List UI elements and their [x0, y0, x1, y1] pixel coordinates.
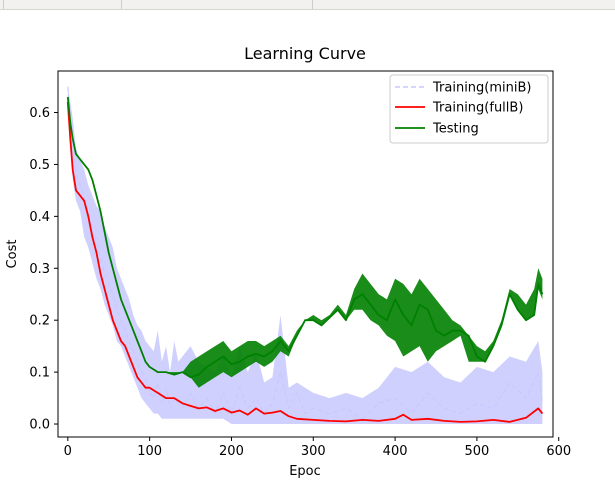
legend-label-training-minib: Training(miniB)	[432, 81, 531, 96]
y-tick-label: 0.1	[29, 366, 50, 381]
y-tick-label: 0.6	[29, 106, 50, 121]
y-axis: 0.0 0.1 0.2 0.3 0.4 0.5 0.6	[29, 106, 58, 433]
series-band-testing	[67, 97, 543, 388]
x-axis: 0 100 200 300 400 500 600	[64, 437, 571, 459]
series-line-training-fullb	[66, 102, 544, 423]
legend-box	[389, 74, 549, 144]
x-tick-label: 600	[546, 444, 571, 459]
series-line-training-minib	[67, 86, 543, 420]
legend-label-testing: Testing	[432, 122, 479, 137]
band-layer	[67, 86, 543, 424]
window-divider	[3, 0, 4, 9]
legend-label-training-fullb: Training(fullB)	[432, 101, 523, 116]
y-axis-title: Cost	[5, 240, 20, 269]
y-tick-label: 0.0	[29, 418, 50, 433]
line-layer	[66, 86, 544, 423]
x-tick-label: 100	[137, 444, 162, 459]
plot-frame	[57, 70, 554, 438]
chart-title: Learning Curve	[244, 44, 366, 63]
legend: Training(miniB) Training(fullB) Testing	[389, 74, 549, 144]
y-tick-label: 0.4	[29, 210, 50, 225]
y-tick-label: 0.3	[29, 262, 50, 277]
series-band-training-minib	[67, 86, 543, 424]
window-divider	[312, 0, 313, 9]
window-divider	[121, 0, 122, 9]
x-tick-label: 500	[464, 444, 489, 459]
x-tick-label: 0	[64, 444, 72, 459]
x-axis-title: Epoc	[289, 464, 321, 479]
y-tick-label: 0.5	[29, 158, 50, 173]
window-top-strip	[0, 0, 615, 10]
series-line-testing	[66, 96, 544, 379]
x-tick-label: 400	[383, 444, 408, 459]
x-tick-label: 200	[219, 444, 244, 459]
y-tick-label: 0.2	[29, 314, 50, 329]
x-tick-label: 300	[301, 444, 326, 459]
